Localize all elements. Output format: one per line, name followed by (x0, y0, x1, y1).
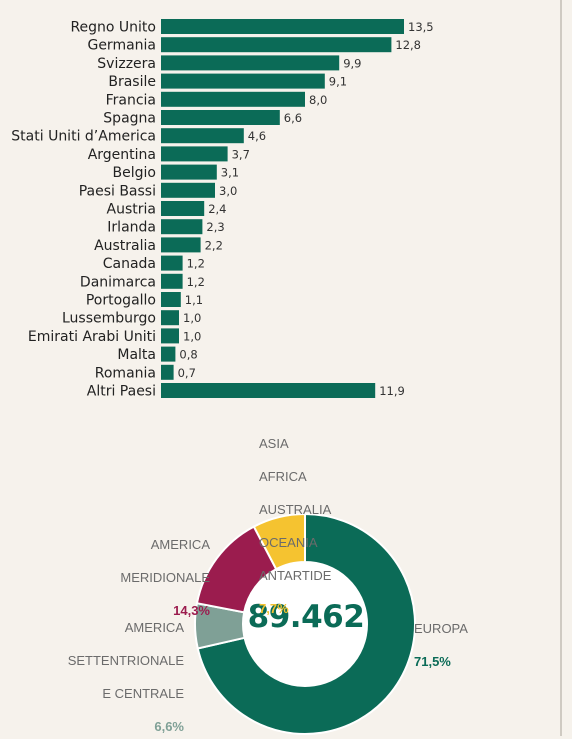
bar-category-label: Spagna (103, 111, 156, 127)
bar-value-label: 9,1 (329, 75, 347, 89)
bar-category-label: Romania (95, 365, 156, 381)
bar-15 (161, 292, 181, 307)
bar-13 (161, 255, 183, 271)
bar-20 (161, 383, 376, 398)
bar-value-label: 1,0 (183, 311, 201, 325)
donut-chart (194, 512, 416, 735)
label-america-settentrionale: AMERICA SETTENTRIONALE E CENTRALE 6,6% (30, 603, 184, 735)
frame-rule (560, 0, 562, 736)
bar-value-label: 12,8 (395, 38, 421, 52)
label-antartide: ANTARTIDE (259, 567, 332, 583)
bar-value-label: 1,2 (187, 257, 205, 271)
bar-value-label: 9,9 (343, 56, 361, 70)
bar-category-label: Stati Uniti d’America (11, 129, 156, 145)
bar-category-label: Argentina (88, 147, 156, 163)
bar-14 (161, 273, 183, 289)
label-america-settentrionale-line2: SETTENTRIONALE (67, 652, 184, 668)
bar-17 (161, 328, 179, 344)
bar-category-label: Belgio (113, 165, 156, 181)
bar-category-label: Germania (87, 38, 156, 54)
bar-4 (161, 91, 305, 107)
bar-value-label: 2,3 (206, 220, 224, 234)
bar-1 (161, 37, 392, 53)
bar-category-label: Australia (94, 238, 156, 254)
bar-8 (161, 164, 217, 180)
bar-category-label: Emirati Arabi Uniti (28, 329, 156, 345)
label-asia-pct: 7,7% (259, 600, 289, 616)
bar-value-label: 2,2 (205, 238, 223, 252)
bar-6 (161, 128, 244, 144)
bar-chart: Regno Unito 13,5 Germania 12,8 Svizzera 9,9 Br… (11, 19, 434, 400)
label-asia: ASIA (259, 435, 289, 451)
bar-category-label: Regno Unito (70, 20, 156, 36)
label-africa: AFRICA (259, 468, 307, 484)
bar-value-label: 11,9 (379, 384, 405, 398)
bar-10 (161, 201, 205, 216)
bar-9 (161, 182, 215, 198)
bar-category-label: Malta (117, 347, 156, 363)
bar-18 (161, 346, 176, 362)
bar-category-label: Portogallo (86, 293, 156, 309)
label-asia-africa-oceania: ASIA AFRICA AUSTRALIA OCEANIA ANTARTIDE … (259, 419, 331, 617)
bar-value-label: 4,6 (248, 129, 266, 143)
bar-category-label: Canada (103, 256, 156, 272)
bar-value-label: 3,0 (219, 184, 237, 198)
label-australia: AUSTRALIA (259, 501, 332, 517)
bar-7 (161, 146, 228, 162)
bar-category-label: Francia (106, 92, 156, 108)
bar-5 (161, 110, 280, 125)
bar-value-label: 1,2 (187, 275, 205, 289)
bar-16 (161, 310, 179, 326)
bar-category-label: Irlanda (107, 220, 156, 236)
label-europa-name: EUROPA (414, 620, 468, 636)
label-america-meridionale: AMERICA MERIDIONALE 14,3% (60, 520, 210, 619)
bar-category-label: Svizzera (97, 56, 156, 72)
donut-hole (243, 562, 367, 686)
bar-category-label: Austria (107, 202, 156, 218)
bar-category-label: Altri Paesi (87, 384, 156, 400)
label-america-meridionale-pct: 14,3% (173, 602, 210, 618)
bar-value-label: 0,8 (179, 348, 197, 362)
bar-category-label: Paesi Bassi (79, 183, 156, 199)
label-america-meridionale-line1: AMERICA (150, 536, 210, 552)
label-america-meridionale-line2: MERIDIONALE (120, 569, 210, 585)
donut-slice-3 (252, 512, 306, 571)
label-america-settentrionale-line1: AMERICA (124, 619, 184, 635)
bar-category-label: Lussemburgo (62, 311, 156, 327)
bar-0 (161, 19, 404, 34)
donut-center-total: 89.462 (247, 599, 365, 635)
bar-value-label: 13,5 (408, 20, 434, 34)
label-america-settentrionale-line3: E CENTRALE (102, 685, 184, 701)
bar-category-label: Brasile (108, 74, 156, 90)
bar-value-label: 6,6 (284, 111, 302, 125)
bar-value-label: 2,4 (208, 202, 226, 216)
bar-value-label: 1,1 (185, 293, 203, 307)
bar-value-label: 1,0 (183, 329, 201, 343)
bar-3 (161, 73, 325, 89)
label-europa-pct: 71,5% (414, 653, 451, 669)
bar-value-label: 8,0 (309, 93, 327, 107)
label-america-settentrionale-pct: 6,6% (154, 718, 184, 734)
bar-value-label: 0,7 (178, 366, 196, 380)
bar-category-label: Danimarca (80, 274, 156, 290)
bar-11 (161, 219, 203, 235)
label-oceania: OCEANIA (259, 534, 318, 550)
bar-value-label: 3,1 (221, 166, 239, 180)
label-europa: EUROPA 71,5% (414, 604, 468, 670)
bar-value-label: 3,7 (232, 147, 250, 161)
bar-12 (161, 237, 201, 253)
bar-2 (161, 55, 340, 71)
bar-19 (161, 364, 174, 380)
